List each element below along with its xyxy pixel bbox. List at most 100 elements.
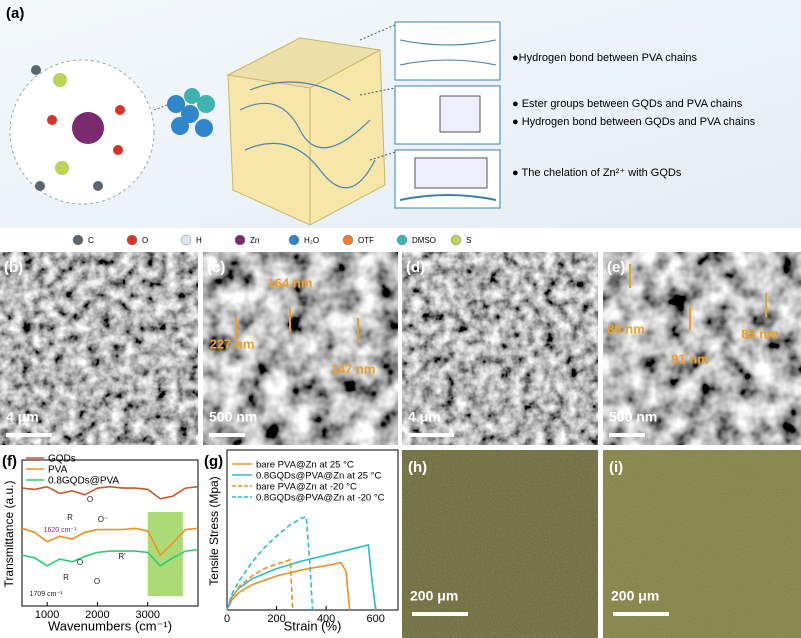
legend-label: PVA — [48, 465, 68, 476]
scale-bar — [412, 612, 468, 616]
optical-image — [402, 450, 598, 638]
sem-image — [402, 252, 598, 445]
legend-label: 0.8GQDs@PVA@Zn at 25 °C — [256, 471, 381, 482]
gqd-sketch — [414, 157, 488, 189]
y-axis-label: Transmittance (a.u.) — [2, 481, 16, 588]
x-axis-label: Wavenumbers (cm⁻¹) — [48, 618, 172, 633]
plot-frame — [21, 459, 199, 607]
sem-image — [0, 252, 198, 445]
series-line — [226, 515, 314, 611]
legend-label: H — [196, 236, 202, 245]
highlight-band — [147, 512, 183, 596]
gqd-sketch — [439, 95, 481, 133]
cluster-ball — [197, 95, 215, 113]
panel-label: (h) — [408, 459, 427, 476]
scale-bar — [613, 612, 669, 616]
legend-label: bare PVA@Zn at 25 °C — [256, 460, 354, 471]
x-axis-label: Strain (%) — [284, 618, 342, 633]
atom — [35, 181, 45, 191]
x-tick-label: 200 — [267, 613, 285, 625]
panel-label: (d) — [406, 259, 425, 276]
legend-label: DMSO — [412, 236, 436, 245]
scale-bar — [408, 433, 454, 437]
panel-label: (e) — [607, 259, 625, 276]
legend-label: Zn — [250, 236, 259, 245]
legend-label: bare PVA@Zn at -20 °C — [256, 482, 357, 493]
legend-swatch — [342, 234, 354, 246]
legend-swatch — [126, 234, 138, 246]
connector — [359, 24, 396, 161]
legend-swatch — [450, 234, 462, 246]
legend-label: GQDs — [48, 454, 76, 465]
size-label: 164 nm — [268, 275, 313, 290]
atom — [47, 115, 57, 125]
annotation: 1620 cm⁻¹ — [44, 527, 78, 534]
x-tick-label: 0 — [224, 613, 230, 625]
chain-sketch — [399, 194, 497, 201]
annotation: ● Hydrogen bond between GQDs and PVA cha… — [512, 116, 756, 128]
size-label: 91 nm — [671, 351, 709, 366]
atom — [113, 145, 123, 155]
legend-label: H₂O — [304, 236, 319, 245]
panel-label: (f) — [2, 453, 17, 470]
annotation: O — [94, 577, 100, 586]
cluster-ball — [181, 105, 199, 123]
atom — [53, 73, 67, 87]
scale-bar — [209, 433, 245, 437]
legend-label: C — [88, 236, 94, 245]
atom — [93, 181, 103, 191]
series-line — [21, 485, 199, 500]
annotation: O — [77, 558, 83, 567]
annotation: ● Ester groups between GQDs and PVA chai… — [512, 98, 743, 110]
x-tick-label: 600 — [367, 613, 385, 625]
legend-swatch — [396, 234, 408, 246]
scale-label: 200 μm — [410, 588, 458, 604]
legend-label: S — [466, 236, 471, 245]
x-tick-label: 1000 — [35, 609, 59, 621]
annotation: R — [67, 513, 73, 522]
atom — [31, 65, 41, 75]
size-label: 80 nm — [607, 321, 645, 336]
panel-label: (g) — [204, 453, 223, 470]
detail-box — [394, 21, 501, 81]
pva-chains — [239, 81, 376, 189]
scale-label: 4 μm — [6, 409, 39, 425]
size-label: 147 nm — [331, 361, 376, 376]
cluster-ball — [184, 88, 200, 104]
x-tick-label: 2000 — [85, 609, 109, 621]
legend-swatch — [180, 234, 192, 246]
scale-bar — [609, 433, 645, 437]
size-label: 85 nm — [741, 326, 779, 341]
series-line — [21, 548, 199, 567]
atom — [55, 161, 69, 175]
annotation: ●Hydrogen bond between PVA chains — [512, 52, 698, 64]
annotation: O — [87, 495, 93, 504]
x-tick-label: 400 — [317, 613, 335, 625]
zn-ion — [72, 112, 104, 144]
legend-swatch — [234, 234, 246, 246]
scale-label: 500 nm — [209, 409, 257, 425]
annotation: R — [63, 573, 69, 582]
panel-label: (a) — [6, 5, 24, 22]
legend-label: OTF — [358, 236, 374, 245]
legend-label: O — [142, 236, 148, 245]
legend-swatch — [72, 234, 84, 246]
cluster-ball — [171, 117, 189, 135]
sem-image — [603, 252, 801, 445]
annotation: R' — [118, 552, 126, 561]
atom — [115, 105, 125, 115]
panel-label: (c) — [207, 259, 225, 276]
connector — [153, 99, 181, 111]
scale-label: 4 μm — [408, 409, 441, 425]
panel-label: (i) — [609, 459, 623, 476]
series-line — [226, 543, 377, 611]
cluster-ball — [167, 95, 185, 113]
legend-label: 0.8GQDs@PVA@Zn at -20 °C — [256, 493, 385, 504]
series-line — [21, 527, 199, 557]
legend-label: 0.8GQDs@PVA — [48, 476, 119, 487]
series-line — [226, 561, 351, 611]
panel-label: (b) — [4, 259, 23, 276]
series-line — [226, 558, 294, 611]
scale-bar — [6, 433, 52, 437]
